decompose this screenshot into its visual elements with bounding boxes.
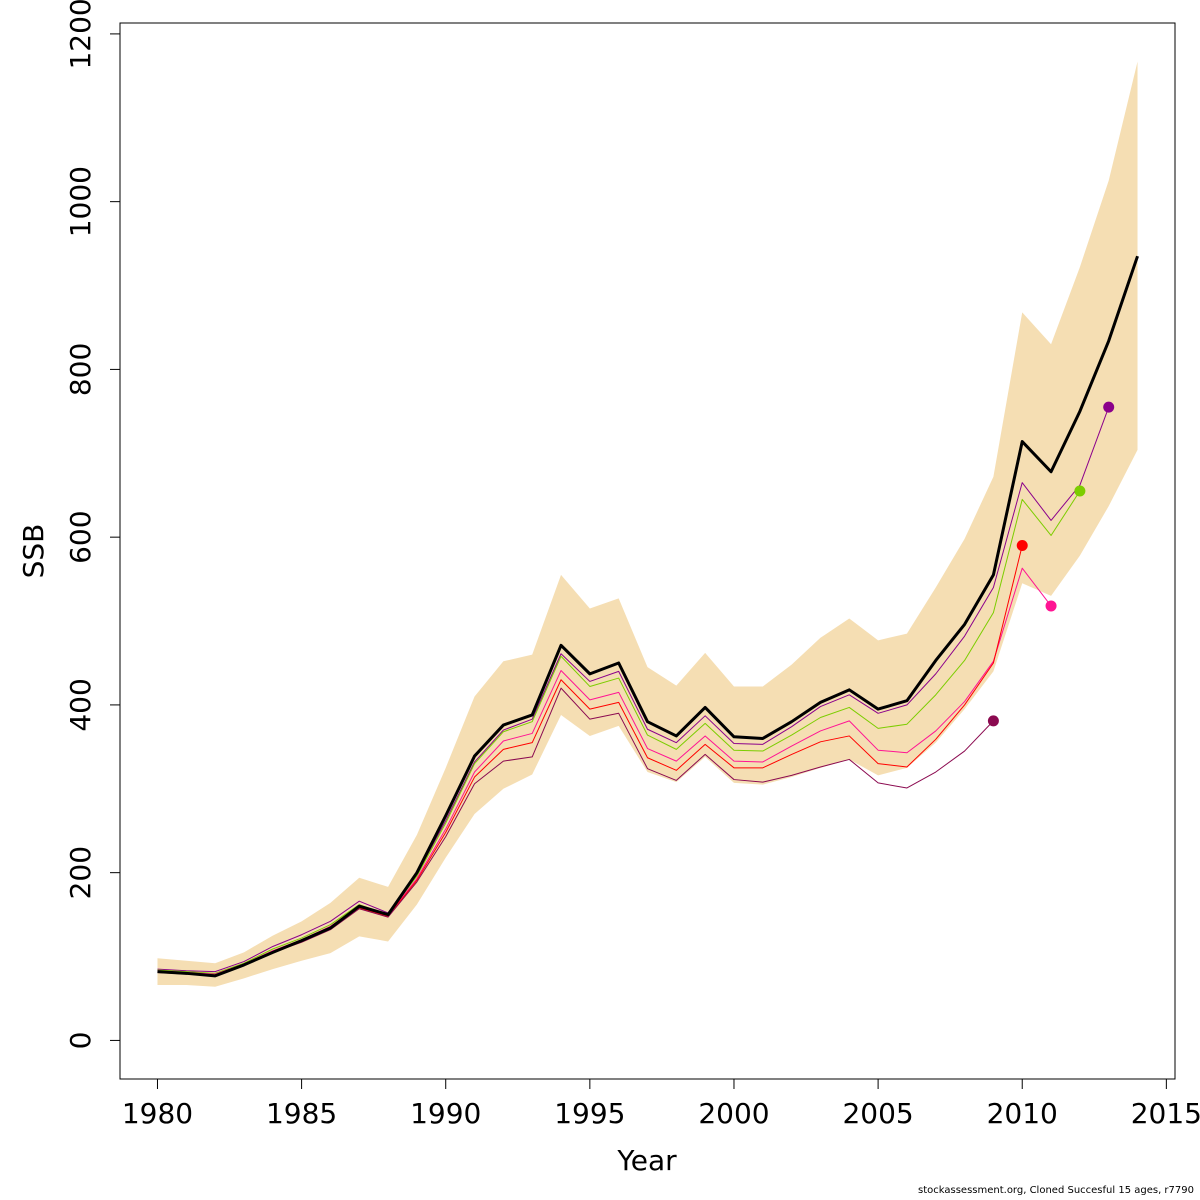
series-endpoint-marker [1074,485,1086,497]
y-tick-label: 800 [64,343,97,396]
confidence-band-layer [157,61,1138,987]
series-endpoint-marker [987,715,999,727]
y-tick-label: 200 [64,846,97,899]
series-endpoint-marker [1103,401,1115,413]
y-tick-label: 400 [64,678,97,731]
x-tick-label: 2005 [842,1097,913,1130]
x-tick-label: 1985 [266,1097,337,1130]
x-tick-label: 1990 [410,1097,481,1130]
x-tick-label: 2010 [987,1097,1058,1130]
series-endpoint-marker [1045,600,1057,612]
x-tick-label: 2015 [1131,1097,1200,1130]
series-line-main [157,255,1139,978]
y-axis-title: SSB [17,524,50,579]
credit-text: stockassessment.org, Cloned Succesful 15… [918,1185,1194,1196]
confidence-band [157,61,1138,987]
y-tick-label: 600 [64,510,97,563]
y-axis: 0 200 400 600 800 1000 1200 [64,0,121,1050]
series-endpoint-marker [1016,540,1028,552]
endpoint-layer [987,401,1115,727]
x-tick-label: 1995 [554,1097,625,1130]
series-line-retro [157,490,1081,974]
x-axis-title: Year [616,1144,677,1177]
y-tick-label: 1000 [64,166,97,237]
x-tick-label: 2000 [698,1097,769,1130]
series-layer [157,255,1139,978]
y-tick-label: 1200 [64,0,97,70]
y-tick-label: 0 [64,1032,97,1050]
x-tick-label: 1980 [122,1097,193,1130]
series-line-retro [157,406,1110,973]
x-axis: 1980 1985 1990 1995 2000 2005 2010 2015 [122,1078,1200,1130]
